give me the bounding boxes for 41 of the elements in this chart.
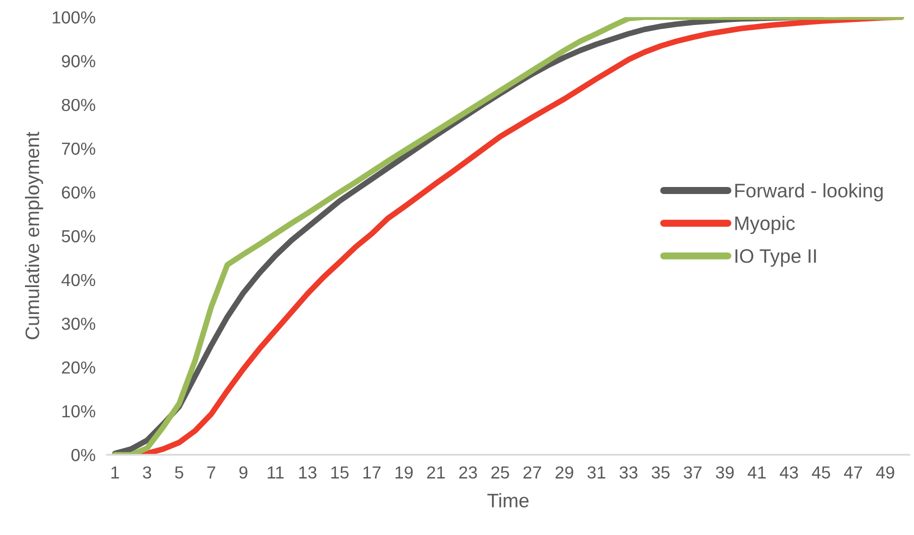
legend-label: Forward - looking xyxy=(735,183,883,202)
x-tick-label: 49 xyxy=(876,466,894,479)
x-tick-label: 37 xyxy=(684,466,702,479)
y-tick-label: 80% xyxy=(62,98,96,112)
y-tick-label: 0% xyxy=(71,448,96,462)
x-tick-label: 17 xyxy=(363,466,381,478)
x-tick-label: 23 xyxy=(459,466,477,479)
y-tick-label: 40% xyxy=(61,274,96,286)
x-tick-label: 11 xyxy=(268,466,284,478)
x-tick-label: 5 xyxy=(175,466,184,479)
y-tick-label: 20% xyxy=(62,361,96,374)
x-tick-label: 13 xyxy=(299,466,316,479)
x-tick-label: 1 xyxy=(111,466,119,478)
x-tick-label: 39 xyxy=(716,466,734,479)
x-tick-label: 7 xyxy=(207,466,216,478)
x-tick-label: 35 xyxy=(652,466,670,479)
x-tick-label: 15 xyxy=(331,466,349,479)
x-tick-label: 21 xyxy=(427,466,445,478)
y-tick-label: 60% xyxy=(62,186,96,199)
x-tick-label: 25 xyxy=(491,466,510,479)
x-tick-label: 41 xyxy=(748,466,766,478)
x-tick-label: 3 xyxy=(142,466,152,479)
x-tick-label: 19 xyxy=(396,466,413,479)
x-tick-label: 9 xyxy=(239,466,248,479)
y-tick-label: 50% xyxy=(62,230,96,242)
legend-label: IO Type II xyxy=(736,249,816,267)
y-tick-label: 30% xyxy=(62,318,96,330)
x-tick-label: 27 xyxy=(523,466,542,478)
x-tick-label: 45 xyxy=(812,466,830,479)
y-tick-label: 70% xyxy=(62,142,96,155)
x-tick-label: 43 xyxy=(780,466,798,479)
x-tick-label: 29 xyxy=(556,466,574,479)
x-tick-label: 47 xyxy=(844,466,862,478)
x-tick-label: 31 xyxy=(587,466,606,479)
y-tick-label: 100% xyxy=(52,11,96,24)
legend-label: Myopic xyxy=(735,216,795,234)
y-axis-title: Cumulative employment xyxy=(24,132,44,340)
y-tick-label: 10% xyxy=(62,405,96,418)
x-axis-title: Time xyxy=(487,493,529,508)
x-tick-label: 33 xyxy=(620,466,638,479)
y-tick-label: 90% xyxy=(62,55,96,68)
